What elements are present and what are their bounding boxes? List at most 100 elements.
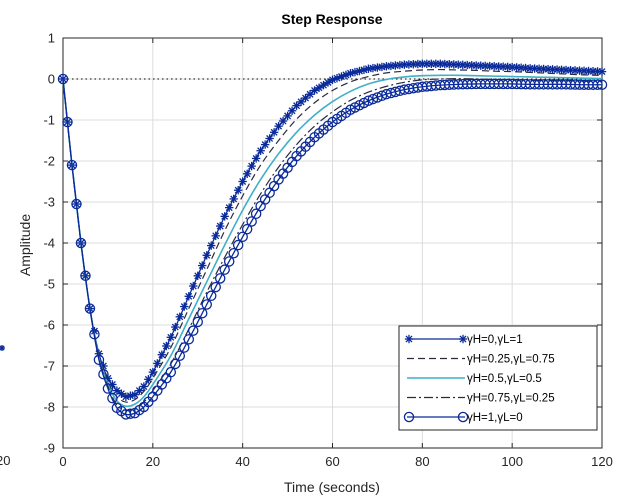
- x-tick-label: 0: [59, 454, 66, 469]
- circle-marker: [205, 290, 217, 302]
- star-marker: [139, 382, 149, 391]
- circle-marker: [102, 383, 114, 394]
- legend-item: γH=0.75,γL=0.25: [407, 393, 555, 405]
- star-marker: [216, 221, 225, 231]
- star-marker: [175, 312, 184, 321]
- star-marker: [238, 177, 247, 186]
- legend-item: γH=0.5,γL=0.5: [407, 373, 542, 385]
- legend-circle-marker: [457, 411, 469, 423]
- star-marker: [597, 67, 607, 76]
- circle-marker: [250, 208, 262, 220]
- circle-marker: [80, 270, 91, 282]
- edge-star-marker: [0, 345, 5, 351]
- circle-marker: [246, 216, 257, 227]
- left-edge-tick-fragment: 20: [0, 453, 10, 468]
- y-tick-label: -2: [43, 154, 55, 169]
- x-tick-label: 20: [146, 454, 160, 469]
- circle-marker: [223, 256, 235, 267]
- circle-marker: [201, 299, 212, 310]
- star-marker: [144, 375, 153, 384]
- circle-marker: [89, 328, 100, 340]
- star-marker: [180, 302, 189, 311]
- series-5: [57, 73, 608, 420]
- circle-marker: [93, 354, 105, 366]
- circle-marker: [367, 93, 379, 105]
- circle-marker: [125, 408, 136, 420]
- circle-marker: [219, 264, 230, 275]
- y-tick-label: -9: [43, 441, 55, 456]
- star-marker: [207, 241, 216, 250]
- legend-label: γH=0.75,γL=0.25: [467, 393, 555, 405]
- y-tick-label: 0: [48, 72, 55, 87]
- y-tick-label: -4: [43, 236, 55, 251]
- legend-label: γH=0.5,γL=0.5: [467, 373, 542, 385]
- chart-title: Step Response: [281, 11, 382, 27]
- star-marker: [189, 281, 198, 291]
- star-marker: [260, 140, 270, 149]
- circle-marker: [170, 358, 181, 370]
- y-tick-label: 1: [48, 31, 55, 46]
- circle-marker: [62, 116, 73, 128]
- y-tick-label: -5: [43, 277, 55, 292]
- star-marker: [193, 271, 202, 280]
- star-marker: [117, 389, 126, 398]
- star-marker: [323, 78, 333, 87]
- star-marker: [135, 386, 144, 395]
- star-marker: [184, 292, 193, 301]
- legend-item: γH=0,γL=1: [404, 334, 523, 346]
- star-marker: [162, 341, 171, 351]
- circle-marker: [196, 307, 208, 319]
- circle-marker: [241, 223, 253, 235]
- star-marker: [166, 333, 175, 342]
- x-tick-label: 100: [501, 454, 523, 469]
- star-marker: [256, 146, 265, 155]
- star-marker: [247, 161, 256, 171]
- y-tick-label: -8: [43, 400, 55, 415]
- y-tick-label: -6: [43, 318, 55, 333]
- circle-marker: [66, 159, 78, 171]
- circle-marker: [179, 342, 190, 353]
- circle-marker: [98, 368, 109, 380]
- circle-marker: [214, 273, 226, 284]
- series-layer: [57, 59, 608, 420]
- star-marker: [224, 203, 234, 212]
- series-line: [62, 68, 603, 403]
- circle-marker: [228, 247, 239, 259]
- circle-marker: [237, 231, 248, 243]
- circle-marker: [165, 366, 177, 378]
- star-marker: [198, 261, 207, 270]
- star-marker: [148, 367, 158, 377]
- star-marker: [157, 350, 167, 359]
- circle-marker: [174, 350, 186, 361]
- circle-marker: [232, 239, 244, 251]
- series-2: [62, 68, 603, 403]
- circle-marker: [210, 281, 221, 293]
- star-marker: [211, 231, 220, 241]
- star-marker: [153, 359, 162, 368]
- x-tick-label: 120: [591, 454, 613, 469]
- y-tick-label: -1: [43, 113, 55, 128]
- x-tick-label: 60: [325, 454, 339, 469]
- series-1: [58, 59, 607, 401]
- legend-item: γH=0.25,γL=0.75: [407, 354, 555, 366]
- star-marker: [233, 186, 243, 195]
- circle-marker: [372, 92, 383, 103]
- left-edge-marker: [0, 345, 5, 351]
- star-marker: [229, 194, 238, 204]
- legend-circle-marker: [403, 411, 415, 423]
- star-marker: [269, 128, 279, 137]
- star-marker: [287, 106, 297, 115]
- legend-label: γH=0.25,γL=0.75: [467, 354, 555, 366]
- y-axis-label: Amplitude: [17, 214, 33, 276]
- star-marker: [251, 154, 261, 163]
- circle-marker: [183, 334, 195, 345]
- star-marker: [171, 322, 180, 332]
- x-tick-label: 40: [235, 454, 249, 469]
- circle-marker: [84, 303, 96, 314]
- circle-marker: [75, 237, 87, 249]
- y-tick-label: -3: [43, 195, 55, 210]
- star-marker: [242, 169, 252, 179]
- circle-marker: [107, 392, 118, 404]
- legend-item: γH=1,γL=0: [403, 411, 523, 424]
